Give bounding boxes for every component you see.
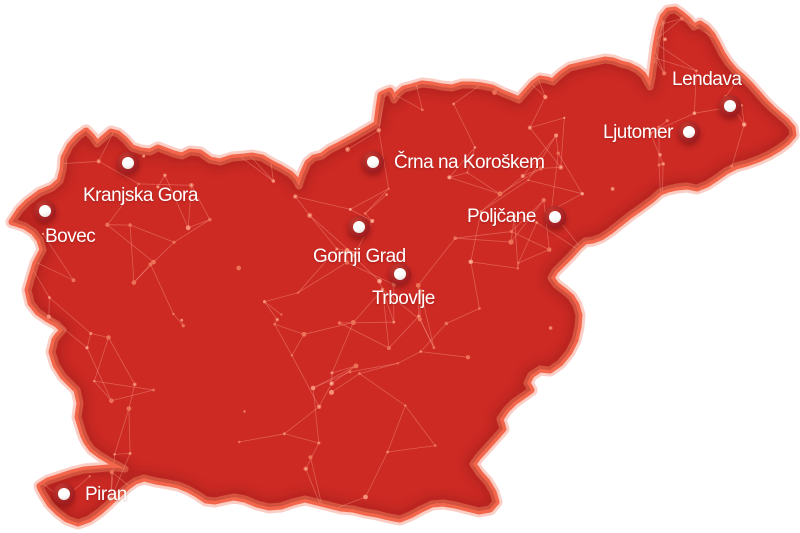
city-marker-kranjska-gora[interactable] [117,152,139,174]
city-marker-bovec[interactable] [34,200,56,222]
city-marker-trbovlje[interactable] [389,263,411,285]
city-label-kranjska-gora: Kranjska Gora [83,185,198,206]
city-label-ljutomer: Ljutomer [603,122,673,143]
city-marker-piran[interactable] [53,483,75,505]
city-marker-crna-na-koroskem[interactable] [362,151,384,173]
city-marker-poljcane[interactable] [544,206,566,228]
city-label-lendava: Lendava [672,69,742,90]
city-label-crna-na-koroskem: Črna na Koroškem [394,152,545,173]
city-label-gornji-grad: Gornji Grad [313,246,406,267]
city-label-piran: Piran [85,484,127,505]
city-marker-lendava[interactable] [719,95,741,117]
city-label-trbovlje: Trbovlje [372,288,435,309]
city-label-poljcane: Poljčane [467,206,536,227]
city-label-bovec: Bovec [45,226,96,247]
city-marker-ljutomer[interactable] [678,121,700,143]
city-marker-gornji-grad[interactable] [348,216,370,238]
